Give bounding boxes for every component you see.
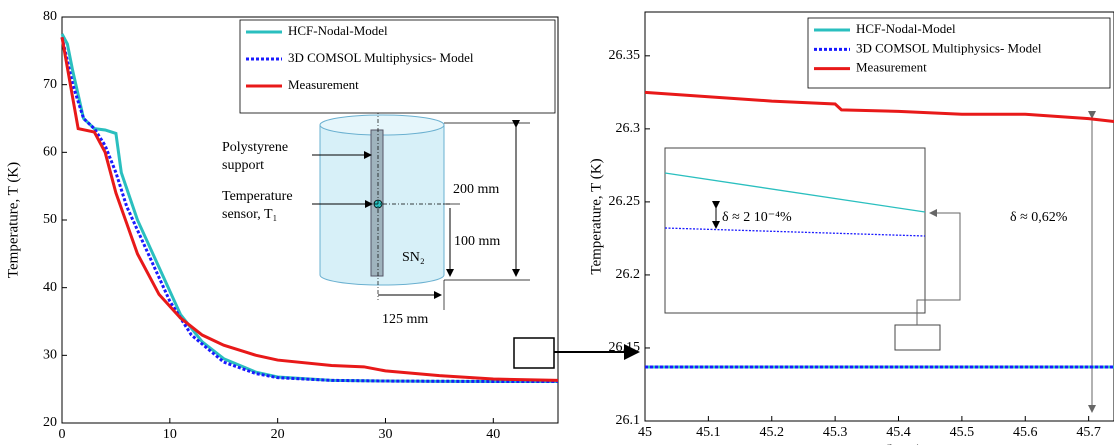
- legend-label: Measurement: [856, 60, 927, 75]
- x-tick-label: 45.3: [823, 425, 848, 440]
- y-axis-label: Temperature, T (K): [588, 158, 604, 274]
- annotation: Polystyrene: [222, 140, 288, 155]
- inset-pointer: [916, 209, 961, 325]
- x-tick-label: 45: [638, 425, 652, 440]
- y-axis-label: Temperature, T (K): [5, 162, 21, 278]
- y-tick-label: 26.35: [609, 48, 641, 63]
- x-axis-label: Time, t (hour): [837, 442, 921, 445]
- x-tick-label: 45.7: [1076, 425, 1101, 440]
- inset: [664, 147, 926, 314]
- y-tick-label: 26.25: [609, 194, 641, 209]
- legend-box: [239, 19, 556, 114]
- x-tick-label: 45.2: [760, 425, 785, 440]
- y-tick-label: 26.1: [616, 413, 641, 428]
- cylinder-sketch: [312, 110, 530, 310]
- annotation: 100 mm: [454, 234, 500, 249]
- legend-box: [807, 17, 1111, 89]
- annotation: 125 mm: [382, 312, 428, 327]
- series-line: [60, 36, 559, 384]
- annotation: SN₂: [402, 250, 425, 265]
- y-tick-label: 50: [43, 212, 57, 227]
- legend-label: 3D COMSOL Multiphysics- Model: [856, 40, 1042, 55]
- annotation: support: [222, 158, 264, 173]
- x-tick-label: 30: [378, 427, 392, 442]
- annotation: 200 mm: [453, 182, 499, 197]
- y-tick-label: 80: [43, 9, 57, 24]
- annotation: Temperature: [222, 189, 293, 204]
- legend-label: Measurement: [288, 77, 359, 92]
- y-tick-label: 60: [43, 145, 57, 160]
- y-tick-label: 30: [43, 348, 57, 363]
- y-tick-label: 26.3: [616, 121, 641, 136]
- y-tick-label: 26.15: [609, 340, 641, 355]
- inset-line: [664, 227, 926, 237]
- legend-label: HCF-Nodal-Model: [856, 21, 956, 36]
- legend-label: 3D COMSOL Multiphysics- Model: [288, 50, 474, 65]
- x-tick-label: 10: [163, 427, 177, 442]
- x-tick-label: 45.6: [1013, 425, 1038, 440]
- x-tick-label: 0: [59, 427, 66, 442]
- annotation: sensor, T₁: [222, 207, 277, 222]
- x-tick-label: 20: [271, 427, 285, 442]
- y-tick-label: 40: [43, 280, 57, 295]
- x-tick-label: 45.1: [696, 425, 721, 440]
- series-line: [60, 37, 559, 382]
- series-line: [644, 90, 1114, 124]
- x-tick-label: 45.4: [886, 425, 911, 440]
- x-tick-label: 45.5: [950, 425, 975, 440]
- y-tick-label: 26.2: [616, 267, 641, 282]
- y-tick-label: 20: [43, 415, 57, 430]
- x-tick-label: 40: [486, 427, 500, 442]
- inset-line: [664, 172, 926, 213]
- annotation: δ ≈ 2 10⁻⁴%: [722, 210, 792, 225]
- annotation: δ ≈ 0,62%: [1010, 210, 1068, 225]
- legend-label: HCF-Nodal-Model: [288, 23, 388, 38]
- y-tick-label: 70: [43, 77, 57, 92]
